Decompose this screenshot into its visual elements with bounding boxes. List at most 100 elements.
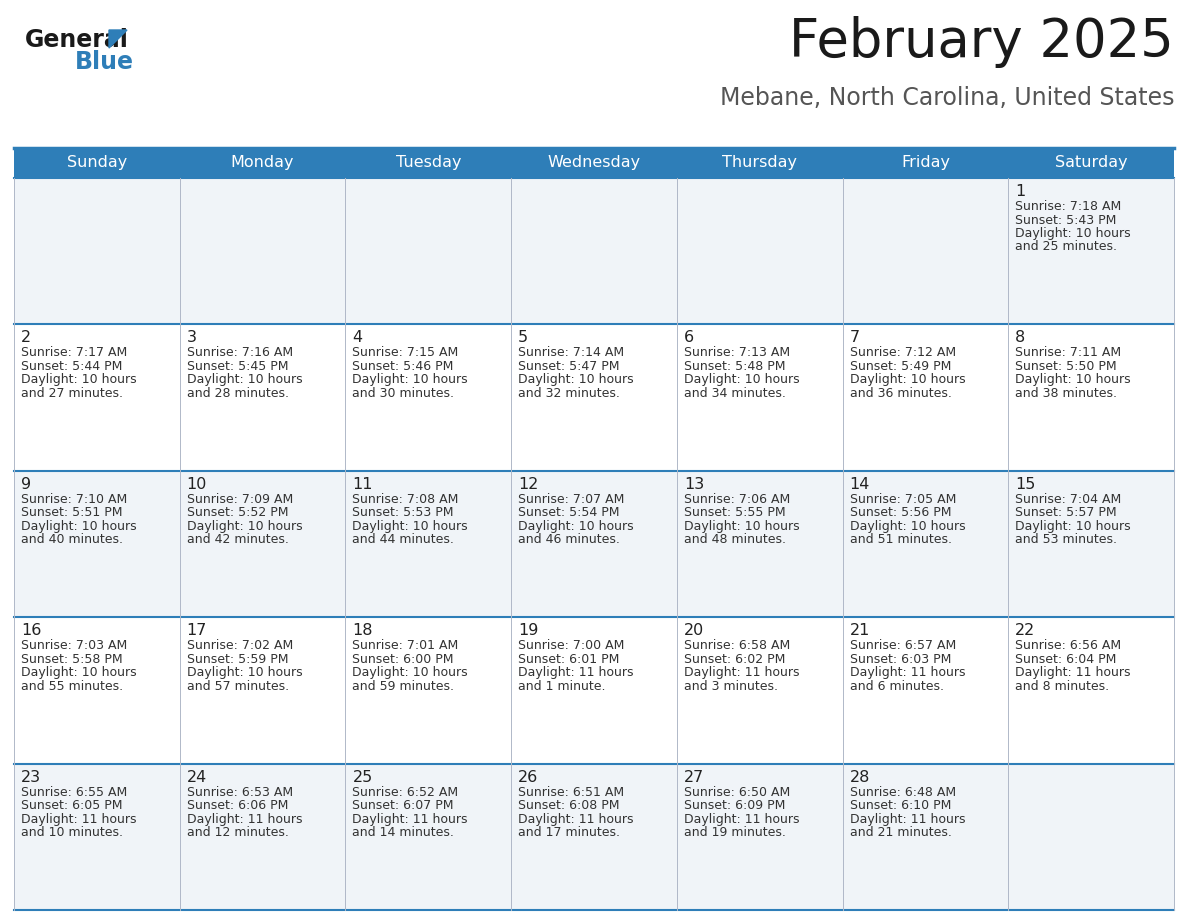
Bar <box>677 764 842 910</box>
Text: and 59 minutes.: and 59 minutes. <box>353 679 455 693</box>
Bar <box>346 148 511 178</box>
Text: Sunset: 6:02 PM: Sunset: 6:02 PM <box>684 653 785 666</box>
Bar <box>14 471 179 617</box>
Text: Daylight: 10 hours: Daylight: 10 hours <box>518 520 633 532</box>
Bar <box>346 178 511 324</box>
Text: and 32 minutes.: and 32 minutes. <box>518 386 620 400</box>
Text: Sunrise: 7:06 AM: Sunrise: 7:06 AM <box>684 493 790 506</box>
Text: Sunset: 6:04 PM: Sunset: 6:04 PM <box>1016 653 1117 666</box>
Bar <box>677 178 842 324</box>
Bar <box>842 178 1009 324</box>
Bar <box>179 471 346 617</box>
Text: 4: 4 <box>353 330 362 345</box>
Text: Sunrise: 7:13 AM: Sunrise: 7:13 AM <box>684 346 790 360</box>
Text: Sunset: 5:57 PM: Sunset: 5:57 PM <box>1016 507 1117 520</box>
Bar <box>179 148 346 178</box>
Text: Daylight: 10 hours: Daylight: 10 hours <box>353 374 468 386</box>
Bar <box>842 148 1009 178</box>
Text: Sunset: 6:05 PM: Sunset: 6:05 PM <box>21 799 122 812</box>
Text: Sunrise: 6:58 AM: Sunrise: 6:58 AM <box>684 639 790 652</box>
Text: Daylight: 10 hours: Daylight: 10 hours <box>684 374 800 386</box>
Text: Sunrise: 7:02 AM: Sunrise: 7:02 AM <box>187 639 293 652</box>
Text: Sunrise: 6:55 AM: Sunrise: 6:55 AM <box>21 786 127 799</box>
Text: Wednesday: Wednesday <box>548 155 640 171</box>
Text: Daylight: 10 hours: Daylight: 10 hours <box>353 666 468 679</box>
Text: 24: 24 <box>187 769 207 785</box>
Text: 18: 18 <box>353 623 373 638</box>
Bar <box>511 324 677 471</box>
Text: Sunset: 5:54 PM: Sunset: 5:54 PM <box>518 507 620 520</box>
Text: Sunset: 6:06 PM: Sunset: 6:06 PM <box>187 799 287 812</box>
Text: Daylight: 11 hours: Daylight: 11 hours <box>518 666 633 679</box>
Text: Sunrise: 7:07 AM: Sunrise: 7:07 AM <box>518 493 625 506</box>
Text: Sunrise: 7:17 AM: Sunrise: 7:17 AM <box>21 346 127 360</box>
Text: Sunrise: 7:00 AM: Sunrise: 7:00 AM <box>518 639 625 652</box>
Text: and 6 minutes.: and 6 minutes. <box>849 679 943 693</box>
Text: Saturday: Saturday <box>1055 155 1127 171</box>
Text: Sunset: 6:10 PM: Sunset: 6:10 PM <box>849 799 950 812</box>
Text: Daylight: 10 hours: Daylight: 10 hours <box>21 374 137 386</box>
Text: February 2025: February 2025 <box>789 16 1174 68</box>
Text: Thursday: Thursday <box>722 155 797 171</box>
Text: Daylight: 11 hours: Daylight: 11 hours <box>518 812 633 825</box>
Text: Sunset: 5:43 PM: Sunset: 5:43 PM <box>1016 214 1117 227</box>
Text: and 38 minutes.: and 38 minutes. <box>1016 386 1117 400</box>
Bar <box>1009 324 1174 471</box>
Text: and 14 minutes.: and 14 minutes. <box>353 826 454 839</box>
Text: 2: 2 <box>21 330 31 345</box>
Bar <box>677 324 842 471</box>
Text: 21: 21 <box>849 623 870 638</box>
Bar <box>346 324 511 471</box>
Text: 1: 1 <box>1016 184 1025 199</box>
Text: Sunset: 5:46 PM: Sunset: 5:46 PM <box>353 360 454 373</box>
Text: Sunrise: 6:57 AM: Sunrise: 6:57 AM <box>849 639 956 652</box>
Text: 7: 7 <box>849 330 860 345</box>
Text: and 51 minutes.: and 51 minutes. <box>849 533 952 546</box>
Text: Sunrise: 6:51 AM: Sunrise: 6:51 AM <box>518 786 624 799</box>
Text: and 3 minutes.: and 3 minutes. <box>684 679 778 693</box>
Text: Daylight: 10 hours: Daylight: 10 hours <box>187 374 302 386</box>
Text: 6: 6 <box>684 330 694 345</box>
Text: 15: 15 <box>1016 476 1036 492</box>
Text: Sunset: 5:49 PM: Sunset: 5:49 PM <box>849 360 950 373</box>
Text: and 44 minutes.: and 44 minutes. <box>353 533 454 546</box>
Bar <box>1009 764 1174 910</box>
Text: and 28 minutes.: and 28 minutes. <box>187 386 289 400</box>
Text: Sunrise: 7:04 AM: Sunrise: 7:04 AM <box>1016 493 1121 506</box>
Text: 25: 25 <box>353 769 373 785</box>
Text: Sunrise: 6:56 AM: Sunrise: 6:56 AM <box>1016 639 1121 652</box>
Polygon shape <box>109 30 127 48</box>
Text: 12: 12 <box>518 476 538 492</box>
Text: and 34 minutes.: and 34 minutes. <box>684 386 785 400</box>
Text: Daylight: 11 hours: Daylight: 11 hours <box>353 812 468 825</box>
Text: Sunset: 6:01 PM: Sunset: 6:01 PM <box>518 653 619 666</box>
Text: and 40 minutes.: and 40 minutes. <box>21 533 124 546</box>
Text: and 27 minutes.: and 27 minutes. <box>21 386 124 400</box>
Bar <box>677 617 842 764</box>
Text: Daylight: 10 hours: Daylight: 10 hours <box>187 520 302 532</box>
Bar <box>1009 617 1174 764</box>
Text: Sunset: 5:45 PM: Sunset: 5:45 PM <box>187 360 289 373</box>
Text: Sunset: 5:51 PM: Sunset: 5:51 PM <box>21 507 122 520</box>
Bar <box>179 617 346 764</box>
Text: Daylight: 10 hours: Daylight: 10 hours <box>1016 227 1131 240</box>
Text: 9: 9 <box>21 476 31 492</box>
Text: Sunday: Sunday <box>67 155 127 171</box>
Text: Sunset: 5:55 PM: Sunset: 5:55 PM <box>684 507 785 520</box>
Text: Daylight: 11 hours: Daylight: 11 hours <box>684 812 800 825</box>
Text: Sunset: 6:09 PM: Sunset: 6:09 PM <box>684 799 785 812</box>
Bar <box>842 617 1009 764</box>
Text: Daylight: 10 hours: Daylight: 10 hours <box>1016 374 1131 386</box>
Text: Sunrise: 7:03 AM: Sunrise: 7:03 AM <box>21 639 127 652</box>
Text: and 12 minutes.: and 12 minutes. <box>187 826 289 839</box>
Bar <box>179 178 346 324</box>
Text: Daylight: 11 hours: Daylight: 11 hours <box>21 812 137 825</box>
Text: 28: 28 <box>849 769 870 785</box>
Bar <box>511 148 677 178</box>
Text: Daylight: 10 hours: Daylight: 10 hours <box>849 374 965 386</box>
Text: 14: 14 <box>849 476 870 492</box>
Bar <box>14 617 179 764</box>
Text: and 19 minutes.: and 19 minutes. <box>684 826 785 839</box>
Text: Sunrise: 7:14 AM: Sunrise: 7:14 AM <box>518 346 624 360</box>
Text: and 17 minutes.: and 17 minutes. <box>518 826 620 839</box>
